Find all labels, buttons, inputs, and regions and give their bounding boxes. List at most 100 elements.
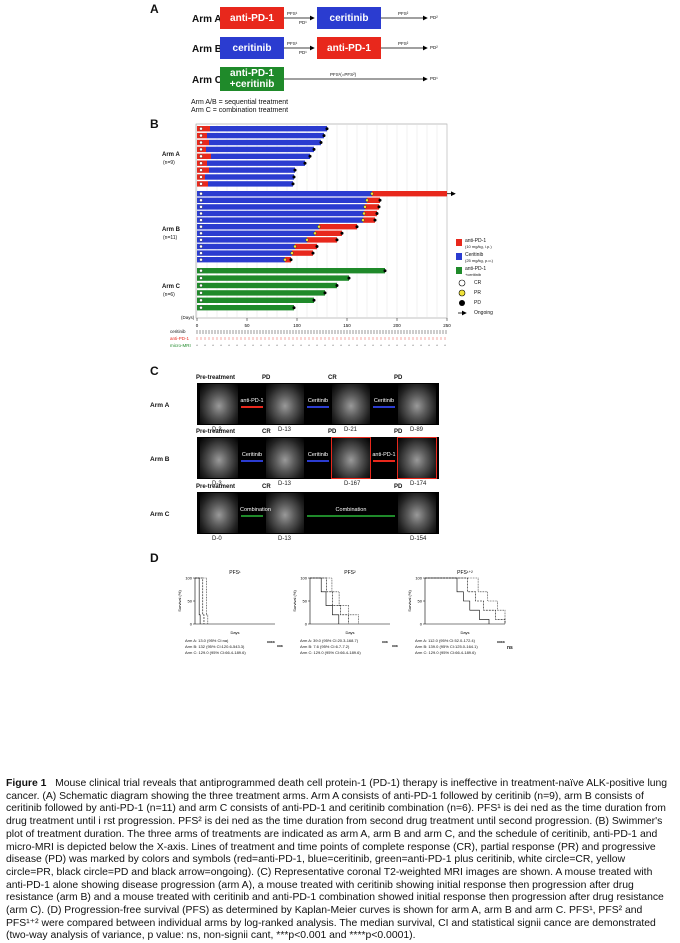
swim-pr xyxy=(283,258,287,262)
mri-treatment-label: Ceritinib xyxy=(307,398,329,404)
swim-arm-a-n: (n=9) xyxy=(163,160,175,166)
swim-bar-blue xyxy=(197,210,364,217)
swim-pd xyxy=(323,291,327,295)
arm-c-end: PD¹ xyxy=(430,76,438,81)
swim-tick-label: 0 xyxy=(196,323,199,328)
arm-b-pfs2: PFS² xyxy=(398,41,409,46)
caption-head: Figure 1 xyxy=(6,778,47,789)
swim-bar-blue xyxy=(197,243,295,250)
km-legend-entry: Arm B: 7.6 (95% CI:6.7-7.2) xyxy=(300,644,350,649)
sched-mri-mark: * xyxy=(260,343,262,348)
swim-bar-green xyxy=(197,275,349,281)
swim-bar-blue xyxy=(206,146,314,153)
mri-treatment-label: anti-PD-1 xyxy=(372,452,396,458)
panel-d-letter: D xyxy=(150,551,159,565)
mri-treatment-label: Ceritinib xyxy=(241,452,263,458)
km-curve xyxy=(195,577,201,624)
swim-pr xyxy=(363,205,367,209)
swim-cr xyxy=(199,182,203,186)
swim-bar-blue xyxy=(197,197,367,203)
mri-image xyxy=(266,384,304,424)
swim-bar-red xyxy=(367,197,380,203)
mri-image xyxy=(266,438,304,478)
panel-b-letter: B xyxy=(150,117,159,131)
arm-a-box-1: anti-PD-1 xyxy=(220,7,284,29)
sched-ceritinib-label: ceritinib xyxy=(170,329,186,334)
mri-head: Pre-treatment xyxy=(196,429,236,435)
swim-pd xyxy=(311,251,315,255)
mri-day: D-167 xyxy=(344,481,361,487)
mri-head: PD xyxy=(328,429,337,435)
swim-bar-red xyxy=(363,217,375,223)
km-ylabel: Survival (%) xyxy=(407,590,412,612)
km-significance: *** xyxy=(277,645,283,651)
swimmer-plot: 0 50 100 150 200 250 * * * * * * * * * * * * * * * * * * * * * * * *… xyxy=(195,123,456,348)
km-curve xyxy=(310,577,349,624)
swim-pr xyxy=(362,211,366,216)
swim-cr xyxy=(199,211,203,216)
arm-b-label: Arm B xyxy=(192,44,223,55)
swim-arm-b: Arm B xyxy=(162,227,181,233)
sched-mri-mark: * xyxy=(276,343,278,348)
swim-pd xyxy=(340,231,344,235)
sched-antipd1-label: anti-PD-1 xyxy=(170,336,190,341)
km-curve xyxy=(195,577,209,624)
legend-cr: CR xyxy=(474,280,482,286)
mri-treatment-label: Ceritinib xyxy=(373,398,395,404)
swim-pd xyxy=(303,161,307,165)
swim-pd xyxy=(291,182,295,186)
swim-cr xyxy=(199,218,203,222)
sched-mri-mark: * xyxy=(348,343,350,348)
swim-bar-blue xyxy=(207,160,305,166)
swim-tick-label: 100 xyxy=(293,323,301,328)
sched-mri-mark: * xyxy=(356,343,358,348)
sched-mri-mark: * xyxy=(404,343,406,348)
sched-mri-mark: * xyxy=(220,343,222,348)
mri-head: Pre-treatment xyxy=(196,375,236,381)
swim-bar-red xyxy=(197,126,210,132)
legend-ongoing: Ongoing xyxy=(474,310,493,316)
sched-mri-label: micro-MRI xyxy=(170,343,191,348)
km-legend-entry: Arm A: 39.0 (95% CI:20.3-168.7) xyxy=(300,638,359,643)
km-ylabel: Survival (%) xyxy=(177,590,182,612)
swim-cr xyxy=(199,205,203,209)
sched-mri-mark: * xyxy=(268,343,270,348)
mri-treatment-bar xyxy=(373,406,395,408)
swim-tick-label: 150 xyxy=(343,323,351,328)
swim-pr xyxy=(290,251,294,255)
swim-bar-blue xyxy=(197,191,372,197)
swim-bar-red xyxy=(307,237,337,243)
swim-bar-red xyxy=(319,224,357,230)
legend-pd: PD xyxy=(474,300,481,306)
mri-day: D-89 xyxy=(410,427,424,433)
swim-bar-red xyxy=(292,250,313,256)
sched-mri-mark: * xyxy=(364,343,366,348)
arm-a-pfs1: PFS¹ xyxy=(287,11,298,16)
swim-arm-b-n: (n=11) xyxy=(163,235,178,241)
swim-bar-green xyxy=(197,268,385,274)
swim-bar-blue xyxy=(197,250,292,256)
swim-pd xyxy=(292,306,296,310)
legend-red-label: anti-PD-1 xyxy=(465,238,487,244)
note-sequential: Arm A/B = sequential treatment xyxy=(191,99,289,106)
sched-mri-mark: * xyxy=(436,343,438,348)
swim-xlabel: (Days) xyxy=(181,315,195,320)
swim-cr xyxy=(199,147,203,152)
mri-day: D-13 xyxy=(278,427,292,433)
mri-treatment-label: Combination xyxy=(335,507,367,513)
swim-cr xyxy=(199,298,203,302)
swim-bar-blue xyxy=(209,139,321,146)
mri-treatment-bar xyxy=(241,515,263,517)
sched-mri-mark: * xyxy=(324,343,326,348)
swim-arm-a: Arm A xyxy=(162,152,180,158)
sched-mri-mark: * xyxy=(196,343,198,348)
swim-bar-blue xyxy=(197,237,307,243)
swim-cr xyxy=(199,133,203,138)
swim-arm-c: Arm C xyxy=(162,284,181,290)
swim-cr xyxy=(199,291,203,295)
swim-pr xyxy=(305,238,309,242)
swim-cr xyxy=(199,251,203,255)
km-significance: *** xyxy=(382,641,388,647)
km-ytick: 0 xyxy=(190,622,193,627)
swim-pr xyxy=(365,198,369,202)
